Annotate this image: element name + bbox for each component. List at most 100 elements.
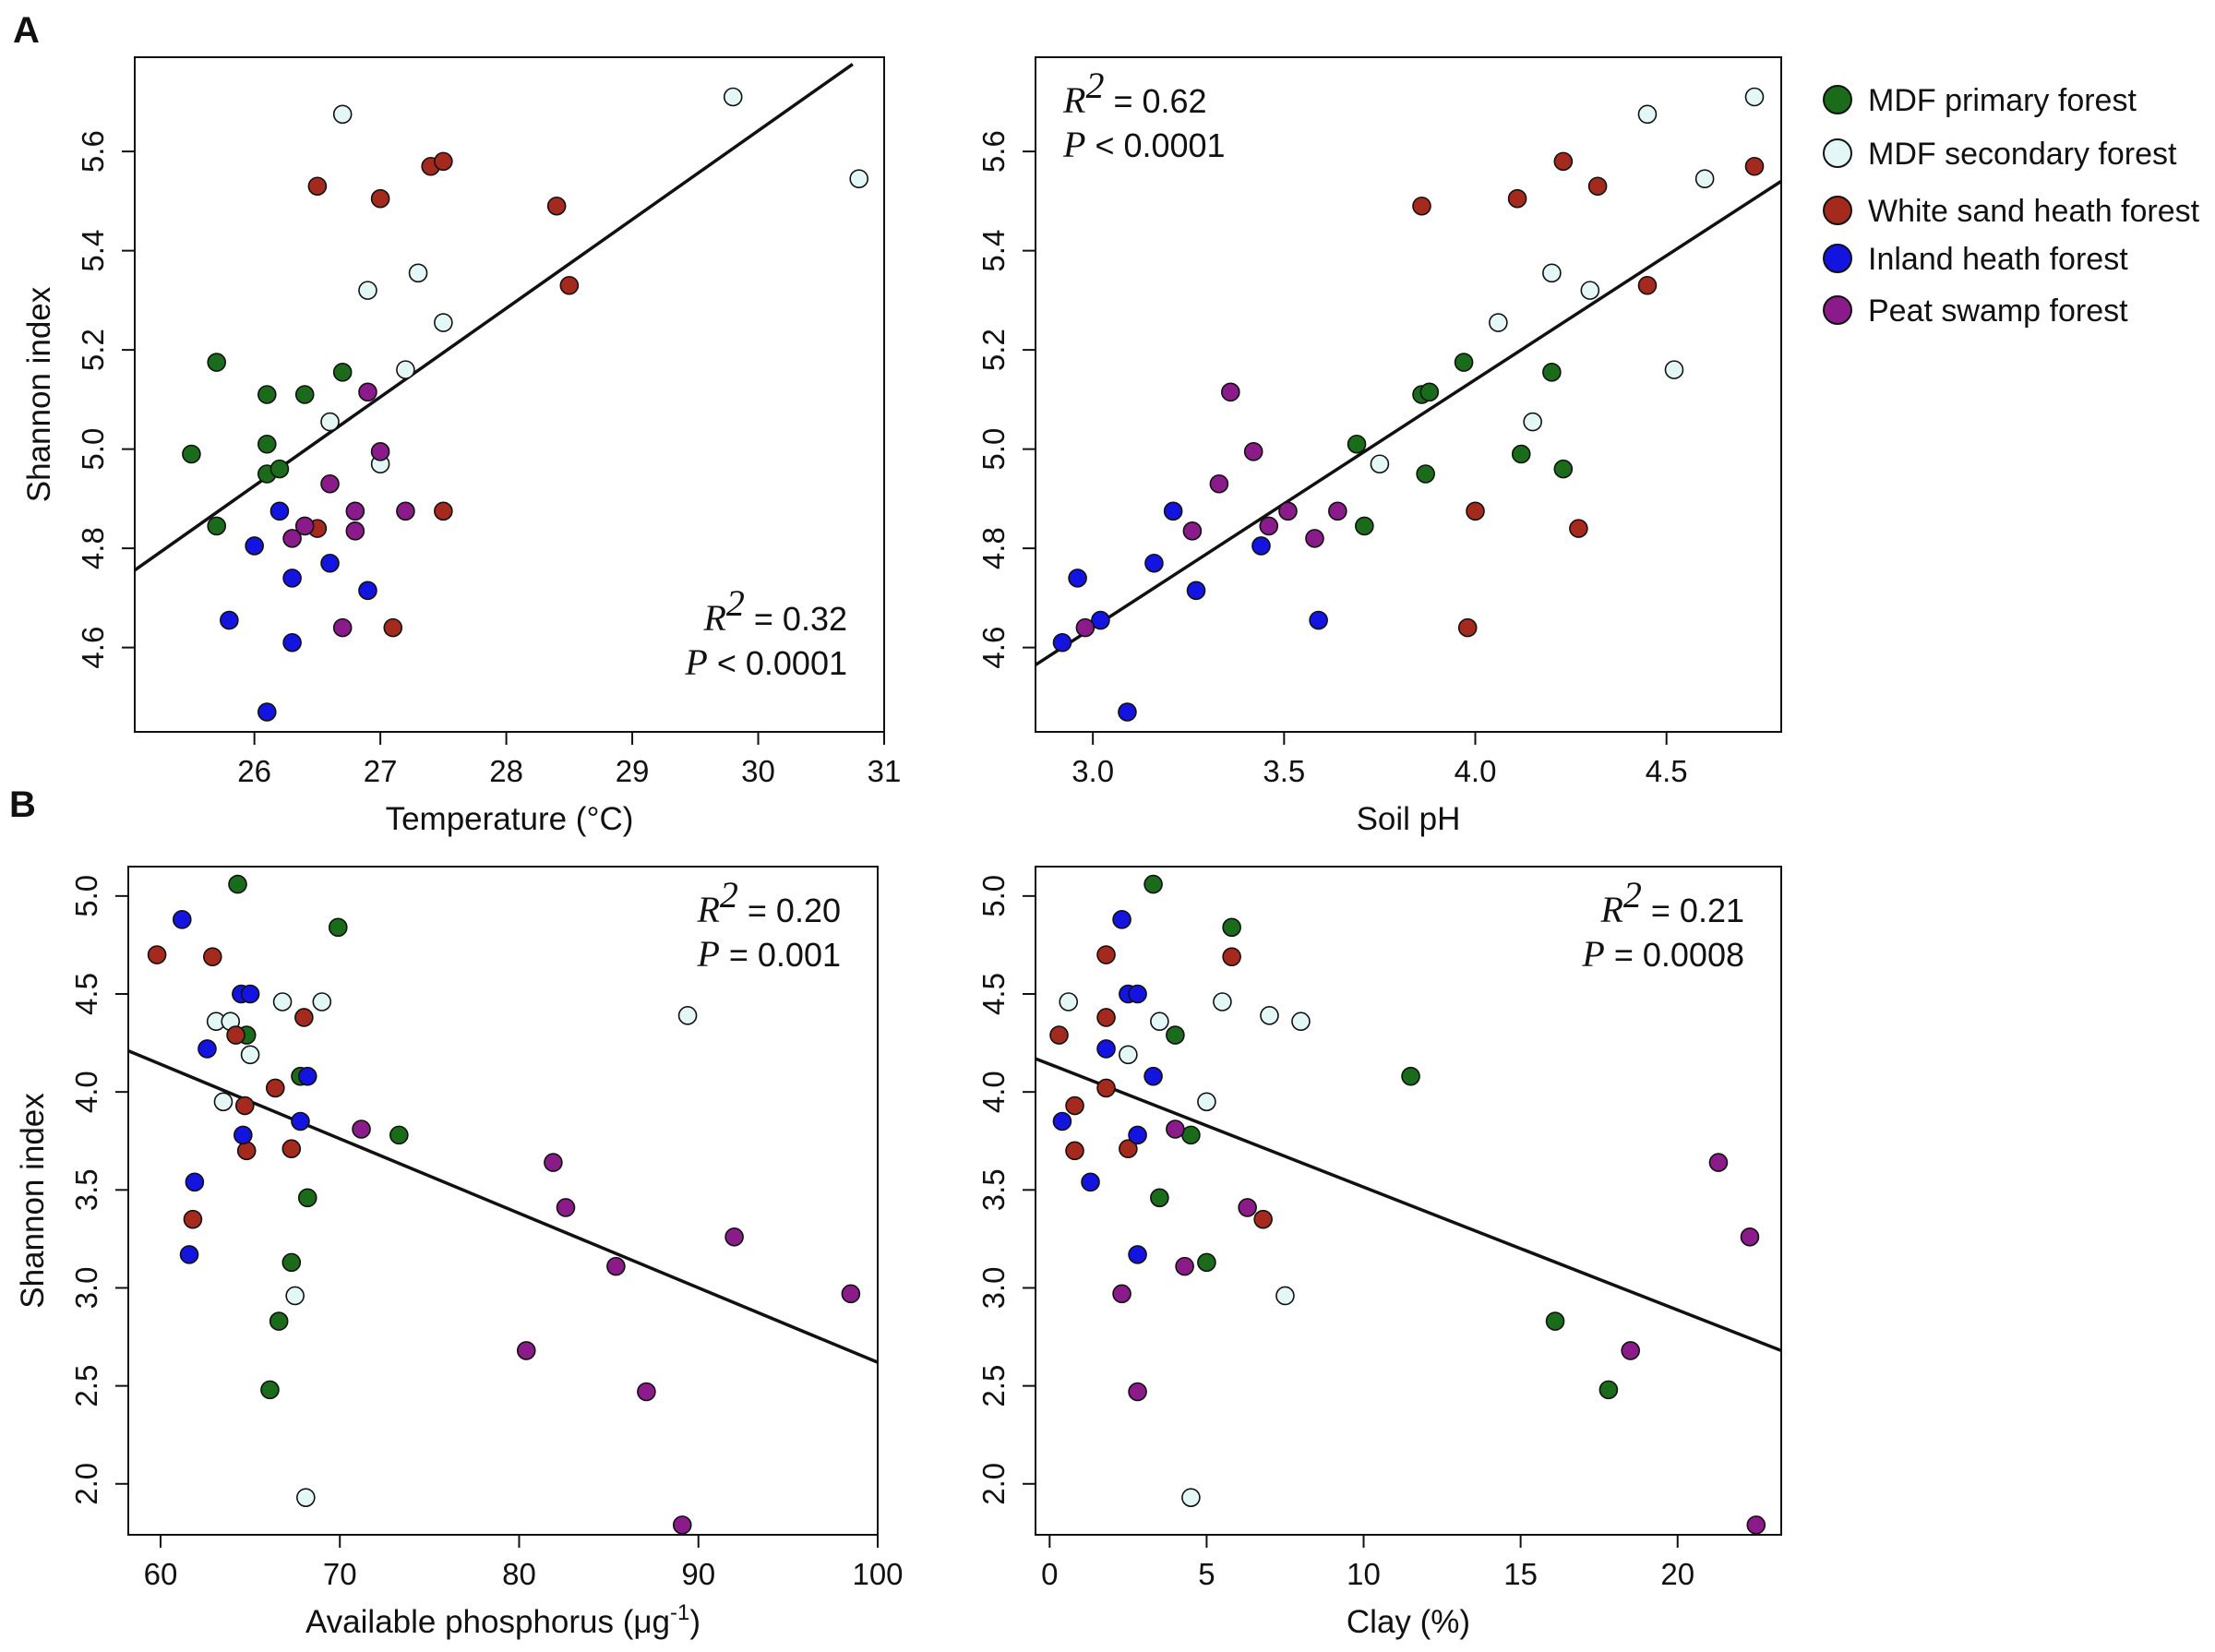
data-point	[207, 353, 227, 372]
data-point	[1580, 281, 1600, 300]
y-tick-label: 5.4	[976, 230, 1011, 272]
data-point	[1081, 1172, 1100, 1192]
data-point	[1222, 947, 1241, 966]
p-value-label: P = 0.0008	[1581, 933, 1744, 975]
x-tick-label: 10	[1347, 1557, 1381, 1591]
data-point	[1166, 1119, 1185, 1139]
data-point	[1096, 1008, 1116, 1027]
data-point	[294, 385, 315, 404]
data-point	[198, 1039, 217, 1059]
y-tick-label: 5.2	[76, 329, 110, 371]
data-point	[1144, 553, 1164, 573]
y-tick-label: 4.0	[976, 1071, 1011, 1113]
data-point	[1213, 992, 1232, 1012]
series-peat-swamp-forest	[352, 1119, 861, 1535]
y-tick-label: 5.2	[976, 329, 1011, 371]
data-point	[1253, 1209, 1273, 1229]
data-point	[358, 281, 377, 300]
x-tick-label: 26	[237, 754, 271, 788]
data-point	[1401, 1066, 1420, 1086]
data-point	[234, 1095, 255, 1116]
data-point	[1740, 1227, 1760, 1247]
data-point	[1637, 275, 1658, 295]
x-tick-label: 70	[323, 1557, 357, 1591]
data-point	[1694, 169, 1715, 188]
data-point	[1347, 434, 1367, 454]
data-point	[1291, 1012, 1311, 1032]
x-tick-label: 60	[144, 1557, 178, 1591]
y-tick-label: 5.4	[76, 230, 110, 272]
data-point	[220, 610, 239, 630]
data-point	[1128, 984, 1147, 1004]
x-tick-label: 90	[681, 1557, 715, 1591]
data-point	[1052, 1111, 1072, 1131]
x-tick-label: 20	[1660, 1557, 1694, 1591]
data-point	[172, 910, 192, 929]
data-point	[257, 702, 277, 722]
y-tick-label: 4.6	[76, 627, 110, 669]
data-point	[358, 581, 377, 601]
data-point	[434, 151, 453, 172]
y-axis: 2.0 2.5 3.0 3.5 4.0 4.5 5.0	[69, 875, 128, 1505]
data-point	[233, 1125, 253, 1145]
data-point	[1744, 156, 1765, 176]
data-point	[281, 1139, 302, 1159]
data-point	[1542, 263, 1562, 283]
legend-label-mdf-primary: MDF primary forest	[1868, 83, 2137, 118]
data-point	[1181, 1488, 1201, 1507]
legend-marker-mdf-primary	[1823, 85, 1852, 114]
data-point	[1260, 1006, 1279, 1025]
plot-frame	[127, 866, 879, 1536]
data-point	[213, 1092, 233, 1112]
data-point	[1175, 1256, 1194, 1276]
data-point	[1112, 1284, 1131, 1304]
data-point	[185, 1172, 205, 1192]
data-point	[1309, 610, 1328, 630]
data-point	[1569, 519, 1588, 538]
y-tick-label: 5.6	[976, 130, 1011, 173]
y-tick-label: 4.0	[69, 1071, 103, 1113]
data-point	[1355, 516, 1374, 536]
data-point	[1328, 501, 1347, 521]
y-tick-label: 2.0	[976, 1463, 1011, 1505]
data-point	[345, 501, 365, 521]
x-axis: 0 5 10 15 20	[1041, 1535, 1694, 1591]
data-point	[1621, 1341, 1640, 1360]
data-point	[1052, 632, 1072, 652]
data-point	[389, 1125, 409, 1145]
data-point	[1209, 473, 1229, 494]
y-tick-label: 4.5	[976, 973, 1011, 1015]
data-point	[1075, 617, 1096, 638]
data-point	[383, 617, 403, 638]
y-axis: 4.6 4.8 5.0 5.2 5.4 5.6	[76, 130, 135, 669]
data-point	[294, 1008, 314, 1027]
data-point	[841, 1284, 861, 1304]
data-point	[1587, 176, 1608, 197]
data-point	[1181, 1125, 1201, 1145]
data-point	[1457, 617, 1478, 638]
data-point	[1553, 151, 1574, 172]
data-point	[320, 473, 340, 494]
stats-annotation: R2 = 0.20P = 0.001	[696, 874, 841, 975]
plot-frame	[1035, 56, 1782, 733]
series-peat-swamp-forest	[1112, 1119, 1766, 1535]
data-point	[370, 442, 390, 461]
data-point	[1096, 945, 1116, 964]
data-point	[269, 501, 290, 521]
data-point	[1744, 87, 1765, 107]
data-point	[291, 1111, 310, 1131]
legend-label-inland-heath: Inland heath forest	[1868, 242, 2128, 277]
r-squared-label: R2 = 0.62	[1062, 65, 1207, 121]
data-point	[183, 1209, 203, 1229]
x-tick-label: 3.0	[1072, 754, 1114, 788]
series-peat-swamp-forest	[282, 382, 415, 638]
data-point	[207, 516, 227, 536]
y-tick-label: 5.6	[76, 130, 110, 173]
data-point	[396, 360, 415, 379]
data-point	[516, 1341, 536, 1360]
data-point	[1182, 521, 1203, 541]
data-point	[544, 1153, 563, 1172]
legend-marker-mdf-secondary	[1823, 138, 1852, 168]
data-point	[236, 1141, 257, 1161]
